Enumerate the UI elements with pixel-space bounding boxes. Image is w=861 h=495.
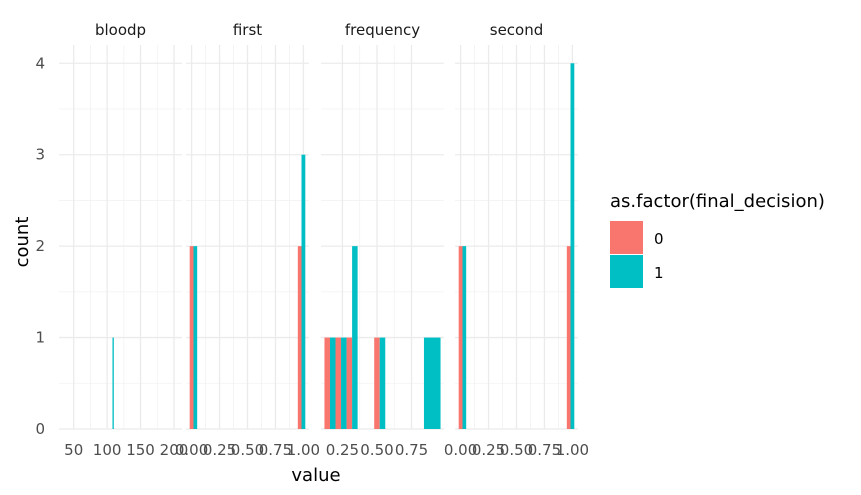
x-tick-label-first: 0.75 [259,441,292,459]
bar-second-3 [570,63,575,430]
bar-first-2 [297,246,302,429]
y-tick-label: 3 [35,146,45,164]
y-axis: 0 1 2 3 4 [35,54,45,438]
bar-bloodp-0 [112,337,114,429]
x-axis-title: value [291,465,340,486]
bar-frequency-6 [374,337,380,429]
x-tick-label-first: 1.00 [287,441,320,459]
bar-frequency-3 [341,337,347,429]
x-tick-label-bloodp: 100 [93,441,122,459]
legend-label: 0 [654,230,664,248]
legend-title: as.factor(final_decision) [610,191,825,212]
x-tick-label-frequency: 0.25 [326,441,359,459]
x-tick-label-second: 0.75 [528,441,561,459]
x-tick-label-first: 0.25 [203,441,236,459]
facet-label-second: second [490,21,544,39]
legend-item-1: 1 [610,255,664,288]
facet-panel-second: second 0.000.250.500.751.00 [444,21,589,459]
y-tick-label: 1 [35,329,45,347]
y-tick-label: 4 [35,54,45,72]
bar-frequency-0 [324,337,330,429]
facet-label-bloodp: bloodp [95,21,146,39]
bar-first-1 [193,246,198,429]
bar-frequency-1 [329,337,336,429]
legend: as.factor(final_decision) 0 1 [610,191,825,288]
legend-swatch [610,221,643,254]
x-tick-label-frequency: 0.50 [360,441,393,459]
bar-frequency-5 [352,246,358,429]
bar-first-0 [189,246,194,429]
facet-panel-bloodp: bloodp 50 100 150 200 [59,21,188,459]
facet-panel-frequency: frequency 0.25 0.50 0.75 [321,21,444,459]
legend-label: 1 [654,264,664,282]
bar-second-2 [566,246,571,429]
bar-second-0 [458,246,463,429]
bar-first-3 [301,154,306,429]
x-tick-label-second: 0.25 [472,441,505,459]
legend-swatch [610,255,643,288]
x-tick-label-bloodp: 50 [64,441,83,459]
y-tick-label: 2 [35,237,45,255]
facet-label-frequency: frequency [345,21,420,39]
y-axis-title: count [12,217,33,268]
x-tick-label-second: 0.00 [444,441,477,459]
facet-panel-first: first 0.000.250.500.751.00 [175,21,320,459]
x-tick-label-second: 1.00 [556,441,589,459]
x-tick-label-first: 0.50 [231,441,264,459]
x-tick-label-bloodp: 200 [160,441,189,459]
y-tick-label: 0 [35,420,45,438]
x-tick-label-second: 0.50 [500,441,533,459]
facet-label-first: first [233,21,262,39]
bar-frequency-7 [379,337,386,429]
bar-second-1 [462,246,467,429]
x-tick-label-frequency: 0.75 [395,441,428,459]
legend-item-0: 0 [610,221,664,254]
x-tick-label-bloodp: 150 [126,441,155,459]
x-tick-label-first: 0.00 [175,441,208,459]
bar-frequency-2 [335,337,342,429]
bar-frequency-8 [423,337,441,429]
bar-frequency-4 [346,337,353,429]
